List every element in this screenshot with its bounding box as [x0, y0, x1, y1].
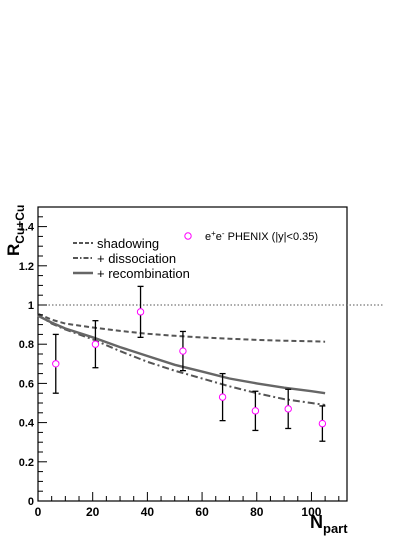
x-tick-label: 20 — [86, 505, 100, 519]
legend-label: + dissociation — [97, 251, 176, 266]
legend-label-part: - — [222, 229, 225, 238]
y-tick-label: 0 — [28, 496, 34, 508]
y-tick-label: 0.4 — [19, 418, 35, 430]
data-point — [52, 360, 60, 368]
y-tick-label: 1.2 — [19, 261, 34, 273]
data-point — [251, 407, 260, 415]
data-points — [52, 285, 327, 442]
y-tick-label: 0.8 — [19, 339, 34, 351]
data-point — [318, 419, 327, 428]
legend-label-part: e — [216, 231, 222, 243]
data-point — [218, 393, 227, 401]
axis-titles: Npart RCu+Cu — [4, 205, 348, 536]
legend-label: + recombination — [97, 266, 190, 281]
x-axis-title: Npart — [310, 512, 348, 536]
legend-label-part: + — [211, 229, 216, 238]
x-tick-label: 100 — [301, 505, 321, 519]
legend-marker-data — [184, 232, 192, 240]
axis-ticks: 0 20 40 60 80 100 0 0.2 0.4 0.6 0.8 1 1.2 1.4 — [19, 206, 340, 519]
legend-label-data: e+e- PHENIX (|y|<0.35) — [205, 229, 318, 243]
series-line-dashed — [37, 312, 326, 343]
x-tick-label: 60 — [195, 505, 209, 519]
x-tick-label: 0 — [35, 505, 42, 519]
data-point — [91, 340, 100, 348]
y-tick-label: 0.2 — [19, 457, 34, 469]
x-axis-title-sub: part — [323, 521, 348, 536]
x-axis-title-main: N — [310, 512, 323, 532]
data-point — [284, 405, 292, 413]
y-axis-title-sub: Cu+Cu — [13, 205, 27, 244]
series-line-dashdot — [37, 313, 326, 406]
data-point — [136, 308, 145, 316]
data-point — [179, 347, 187, 355]
y-axis-title: RCu+Cu — [4, 205, 27, 256]
y-tick-label: 0.6 — [19, 378, 34, 390]
theory-curves — [37, 312, 326, 406]
legend-label-part: PHENIX (|y|<0.35) — [225, 231, 318, 243]
legend: shadowing+ dissociation+ recombination e+… — [73, 229, 318, 281]
y-axis-title-main: R — [4, 244, 23, 256]
plot-area-border — [37, 206, 348, 502]
plot-frame — [37, 206, 348, 502]
y-tick-label: 1.4 — [19, 222, 35, 234]
y-tick-label: 1 — [28, 300, 34, 312]
series-line-solid — [37, 314, 326, 395]
legend-label-part: e — [205, 231, 211, 243]
x-tick-label: 40 — [141, 505, 155, 519]
legend-label: shadowing — [97, 236, 159, 251]
x-tick-label: 80 — [250, 505, 264, 519]
